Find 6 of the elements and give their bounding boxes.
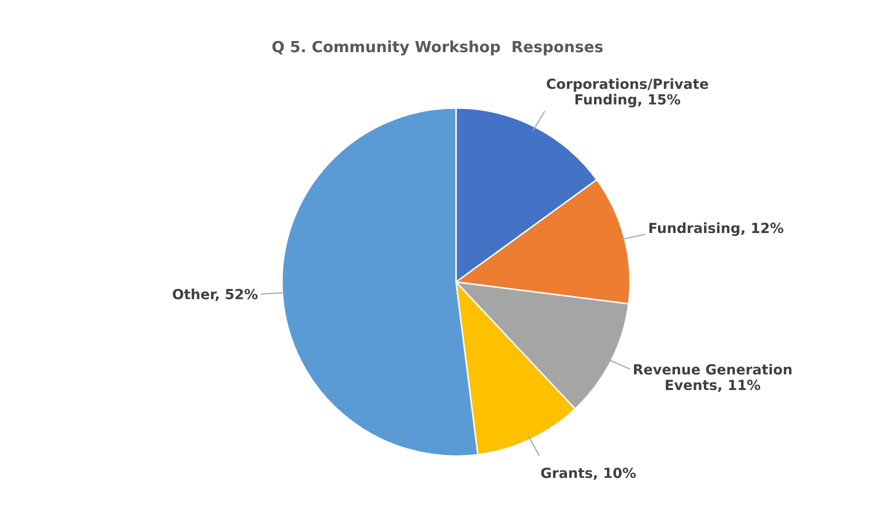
chart-title: Q 5. Community Workshop Responses [272, 40, 603, 56]
slice-label: Revenue Generation Events, 11% [634, 364, 792, 392]
slice-label: Other, 52% [172, 288, 258, 302]
slice-label: Corporations/Private Funding, 15% [546, 78, 708, 108]
slice-label: Grants, 10% [541, 468, 636, 480]
slice-label: Fundraising, 12% [649, 222, 784, 236]
